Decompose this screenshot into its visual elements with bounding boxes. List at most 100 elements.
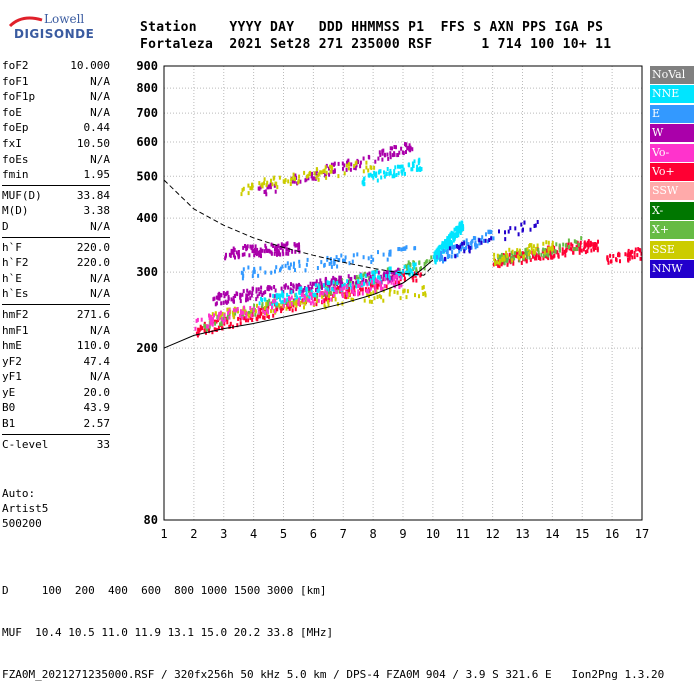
echo-point xyxy=(435,257,438,262)
echo-point xyxy=(556,250,559,255)
param-label: B1 xyxy=(2,417,16,431)
echo-point xyxy=(522,227,524,232)
echo-point xyxy=(277,249,279,254)
echo-point xyxy=(195,318,198,323)
echo-point xyxy=(303,170,306,175)
echo-point xyxy=(230,251,233,255)
echo-point xyxy=(586,240,589,245)
echo-point xyxy=(385,271,388,276)
echo-point xyxy=(518,258,521,263)
echo-point xyxy=(329,164,331,169)
echo-point xyxy=(260,311,263,316)
echo-point xyxy=(359,280,362,285)
echo-point xyxy=(393,151,396,156)
echo-point xyxy=(504,237,507,242)
echo-point xyxy=(389,171,392,176)
echo-point xyxy=(272,299,274,304)
auto-line2: Artist5 xyxy=(2,502,49,515)
echo-point xyxy=(268,298,271,303)
echo-point xyxy=(292,283,295,288)
echo-point xyxy=(320,260,323,265)
x-tick-label: 13 xyxy=(515,527,529,541)
echo-point xyxy=(506,262,509,267)
echo-point xyxy=(577,242,580,247)
echo-point xyxy=(211,321,214,326)
echo-point xyxy=(567,245,570,249)
echo-point xyxy=(376,178,379,183)
echo-point xyxy=(367,289,370,294)
echo-point xyxy=(590,248,593,253)
echo-point xyxy=(454,233,457,238)
echo-point xyxy=(305,293,307,298)
echo-point xyxy=(222,291,225,295)
echo-point xyxy=(326,286,329,291)
echo-point xyxy=(520,254,523,259)
echo-point xyxy=(328,290,330,294)
echo-point xyxy=(269,185,272,190)
echo-point xyxy=(263,306,266,310)
echo-point xyxy=(224,299,227,304)
param-row: yF1 N/A xyxy=(2,369,110,385)
echo-point xyxy=(461,241,464,246)
echo-point xyxy=(250,246,253,251)
echo-point xyxy=(336,264,339,269)
echo-point xyxy=(373,270,375,275)
echo-point xyxy=(567,238,570,243)
echo-point xyxy=(367,256,370,261)
echo-point xyxy=(311,171,313,176)
echo-point xyxy=(485,232,487,237)
echo-point xyxy=(400,146,403,151)
echo-point xyxy=(337,161,340,166)
echo-point xyxy=(292,264,295,269)
echo-point xyxy=(493,252,496,257)
echo-point xyxy=(342,166,344,171)
echo-point xyxy=(392,282,395,287)
echo-point xyxy=(314,283,317,288)
echo-point xyxy=(338,258,341,263)
echo-point xyxy=(303,286,306,290)
echo-point xyxy=(440,245,442,250)
echo-point xyxy=(341,284,344,288)
echo-point xyxy=(285,251,288,256)
echo-point xyxy=(405,142,408,147)
echo-point xyxy=(586,249,589,254)
echo-point xyxy=(346,279,349,284)
echo-point xyxy=(564,243,567,248)
legend-item: NoVal xyxy=(650,66,694,84)
echo-point xyxy=(333,261,336,266)
param-label: foF1 xyxy=(2,74,29,88)
echo-point xyxy=(304,301,307,306)
param-value: 271.6 xyxy=(76,307,110,321)
echo-point xyxy=(369,172,372,177)
echo-point xyxy=(333,277,336,282)
echo-point xyxy=(274,269,276,274)
echo-point xyxy=(298,290,301,295)
echo-point xyxy=(561,251,564,256)
echo-point xyxy=(377,279,380,284)
echo-point xyxy=(347,166,350,171)
echo-point xyxy=(345,167,348,172)
echo-point xyxy=(245,298,247,303)
auto-line1: Auto: xyxy=(2,487,36,500)
echo-point xyxy=(468,249,471,254)
logo-line2: DIGISONDE xyxy=(14,27,95,41)
echo-point xyxy=(232,315,235,320)
echo-point xyxy=(355,284,358,289)
echo-point xyxy=(517,232,520,237)
echo-point xyxy=(409,267,412,272)
echo-point xyxy=(370,299,373,304)
echo-point xyxy=(594,243,597,248)
echo-point xyxy=(273,294,276,299)
echo-point xyxy=(236,323,239,328)
echo-point xyxy=(316,167,318,172)
echo-point xyxy=(386,276,389,281)
echo-point xyxy=(413,159,416,164)
echo-point xyxy=(259,308,262,312)
echo-point xyxy=(295,287,298,292)
echo-point xyxy=(219,310,222,315)
echo-point xyxy=(332,293,335,298)
echo-point xyxy=(438,257,441,262)
param-value: N/A xyxy=(90,105,110,119)
echo-point xyxy=(368,299,371,304)
echo-point xyxy=(336,281,339,285)
